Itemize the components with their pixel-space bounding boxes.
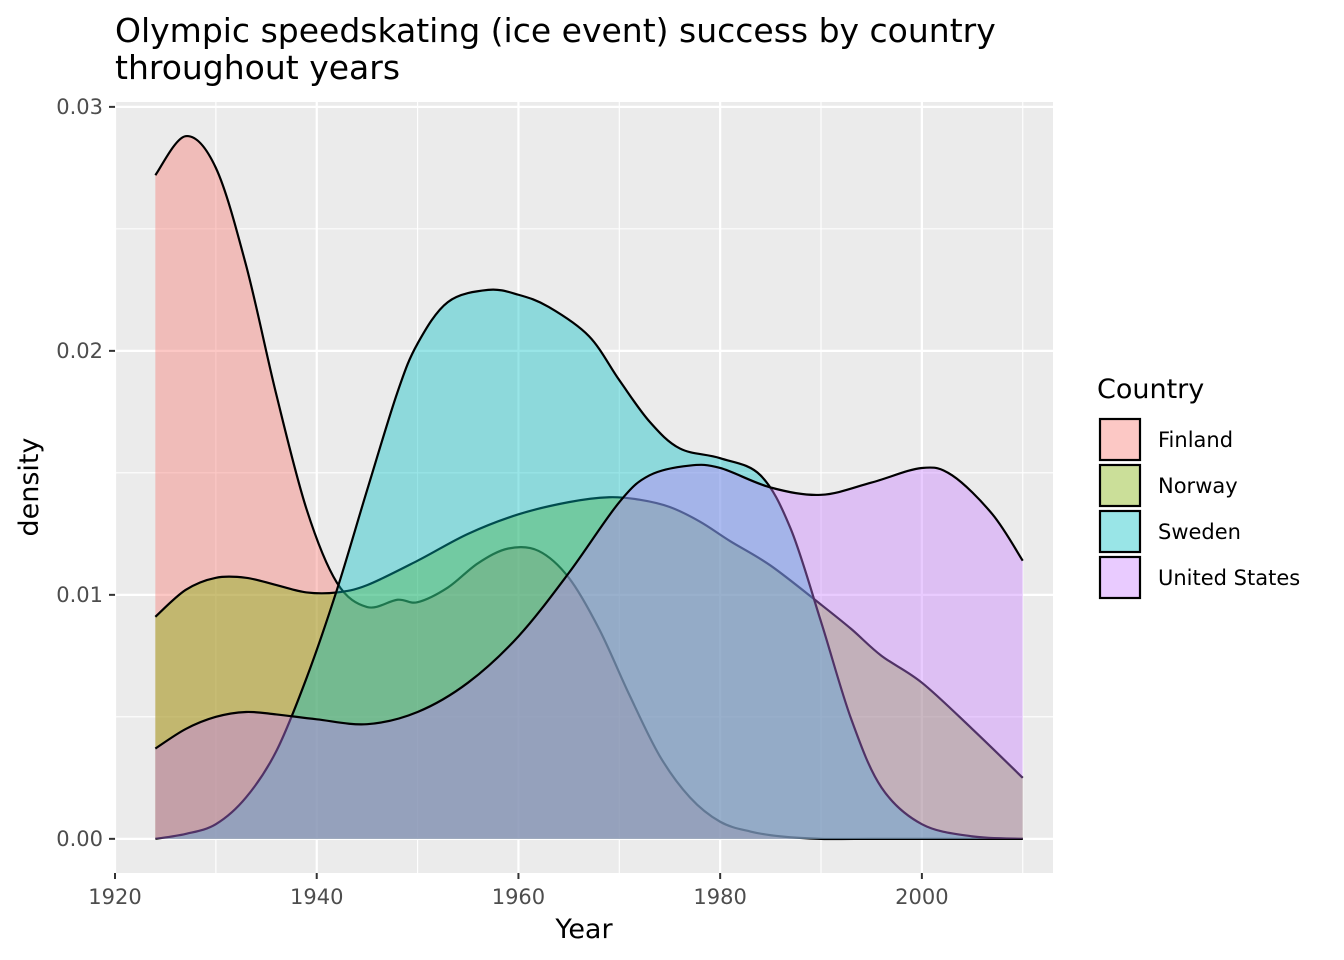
density-curve-sweden <box>155 288 1023 840</box>
y-tick-label: 0.00 <box>56 827 103 851</box>
legend-label-sweden: Sweden <box>1158 520 1241 544</box>
density-area-sweden <box>155 289 1023 839</box>
chart-title-line-2: throughout years <box>115 48 400 87</box>
legend: Country Finland Norway Sweden United States <box>1097 374 1300 600</box>
major-gridlines <box>113 102 1053 873</box>
x-axis-title: Year <box>554 914 613 945</box>
legend-key-norway <box>1098 463 1142 508</box>
density-areas <box>154 135 1024 841</box>
y-axis-title: density <box>14 437 45 536</box>
legend-key-bg <box>1099 418 1141 461</box>
x-tick-label: 1920 <box>88 885 141 909</box>
x-axis: 1920 1940 1960 1980 2000 <box>88 873 949 909</box>
density-area-finland <box>155 136 1023 840</box>
density-curve-united-states <box>154 463 1024 750</box>
y-tick-label: 0.01 <box>56 583 103 607</box>
legend-title: Country <box>1097 374 1204 405</box>
legend-key-sweden <box>1098 509 1142 554</box>
x-tick-label: 1960 <box>492 885 545 909</box>
x-tick-label: 1940 <box>290 885 343 909</box>
x-tick-label: 1980 <box>693 885 746 909</box>
y-axis: 0.00 0.01 0.02 0.03 <box>56 95 115 851</box>
legend-label-united-states: United States <box>1158 566 1300 590</box>
legend-key-bg <box>1099 510 1141 553</box>
legend-key-bg <box>1099 556 1141 599</box>
density-curve-finland <box>154 135 1023 841</box>
legend-label-norway: Norway <box>1158 474 1238 498</box>
chart-title-line-1: Olympic speedskating (ice event) success… <box>115 11 996 50</box>
minor-gridlines <box>115 102 1053 873</box>
legend-key-finland <box>1098 417 1142 462</box>
legend-key-bg <box>1099 464 1141 507</box>
x-tick-label: 2000 <box>895 885 948 909</box>
density-curve-norway <box>154 496 1024 779</box>
density-area-united-states <box>155 464 1023 839</box>
legend-key-united-states <box>1098 555 1142 600</box>
plot-panel <box>115 102 1053 873</box>
y-tick-label: 0.03 <box>56 95 103 119</box>
density-area-norway <box>155 497 1023 839</box>
y-tick-label: 0.02 <box>56 339 103 363</box>
legend-label-finland: Finland <box>1158 428 1233 452</box>
